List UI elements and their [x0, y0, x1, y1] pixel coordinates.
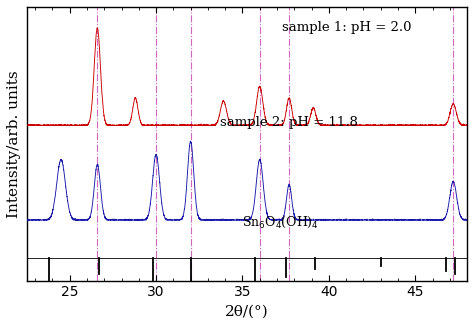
X-axis label: 2θ/(°): 2θ/(°): [225, 305, 269, 319]
Text: sample 1: pH = 2.0: sample 1: pH = 2.0: [282, 21, 411, 34]
Text: Sn$_6$O$_4$(OH)$_4$: Sn$_6$O$_4$(OH)$_4$: [242, 215, 319, 230]
Y-axis label: Intensity/arb. units: Intensity/arb. units: [7, 70, 21, 217]
Text: sample 2: pH = 11.8: sample 2: pH = 11.8: [220, 116, 358, 129]
